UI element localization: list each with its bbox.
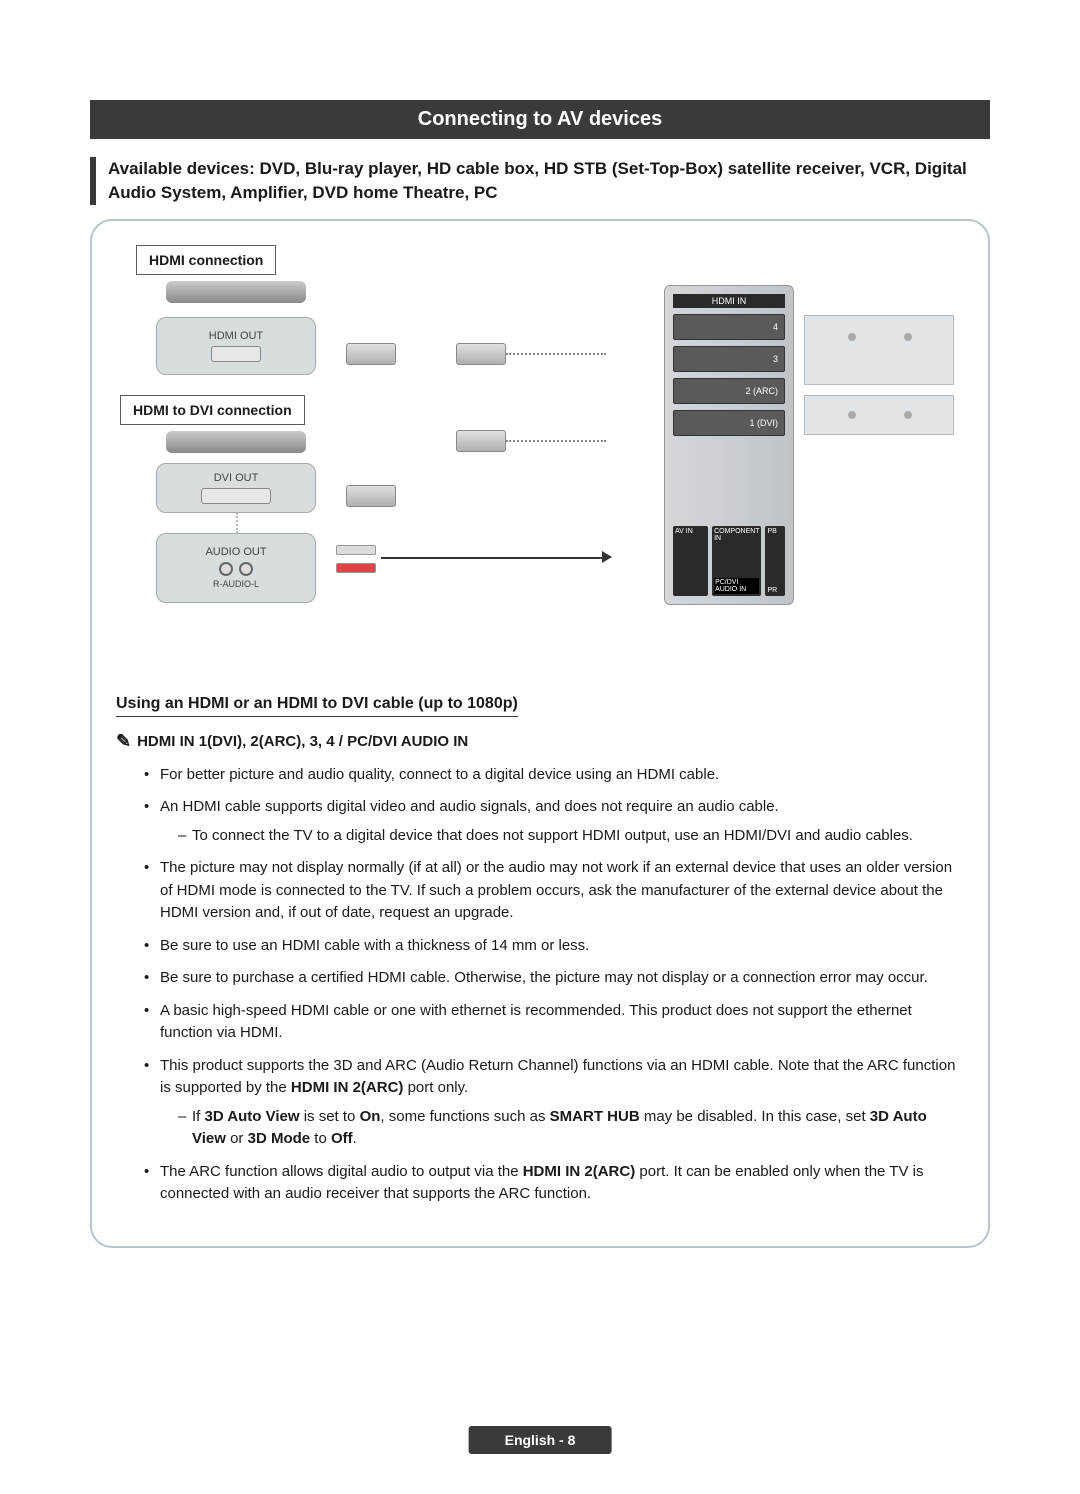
- hdmi-cable-dotted: [506, 353, 606, 355]
- component-in-label: COMPONENT IN: [714, 528, 759, 542]
- jack-l: [239, 562, 253, 576]
- dot-1: [848, 333, 856, 341]
- audio-out-device: AUDIO OUT R-AUDIO-L: [156, 533, 316, 603]
- plug-dvi-2: [456, 430, 506, 452]
- audio-out-label: AUDIO OUT: [205, 546, 266, 558]
- audio-arrow-head: [602, 551, 612, 563]
- dvi-cable-dotted: [506, 440, 606, 442]
- audio-plug-w: [336, 545, 376, 555]
- usage-title: Using an HDMI or an HDMI to DVI cable (u…: [116, 695, 518, 717]
- bullet-5: A basic high-speed HDMI cable or one wit…: [144, 1000, 964, 1045]
- bullet-6-text: This product supports the 3D and ARC (Au…: [160, 1057, 955, 1097]
- hdmi-out-label: HDMI OUT: [209, 330, 263, 342]
- tv-av-in: AV IN: [673, 526, 708, 596]
- audio-jacks: [219, 562, 253, 576]
- bullet-1-text: An HDMI cable supports digital video and…: [160, 798, 779, 815]
- dvi-out-device: DVI OUT: [156, 463, 316, 513]
- tv-port-1-dvi: 1 (DVI): [673, 410, 785, 436]
- hdmi-connection-label: HDMI connection: [136, 245, 276, 275]
- tv-back-panel: HDMI IN 4 3 2 (ARC) 1 (DVI) AV IN COMPON…: [664, 285, 794, 605]
- bullet-1-sub: To connect the TV to a digital device th…: [160, 825, 964, 848]
- dvi-cable-graphic: [166, 431, 306, 453]
- av-in-label: AV IN: [675, 528, 706, 535]
- bullet-6-sub: If 3D Auto View is set to On, some funct…: [160, 1106, 964, 1151]
- tv-bottom-ports: AV IN COMPONENT IN PC/DVI AUDIO IN PB PR: [673, 526, 785, 596]
- dvi-port-shape: [201, 488, 271, 504]
- tv-hdmi-in-label: HDMI IN: [673, 294, 785, 308]
- instructions-list: For better picture and audio quality, co…: [116, 764, 964, 1206]
- pcdvi-label: PC/DVI AUDIO IN: [714, 578, 759, 594]
- plug-dvi-1: [346, 485, 396, 507]
- hdmi-out-device: HDMI OUT: [156, 317, 316, 375]
- bullet-4: Be sure to purchase a certified HDMI cab…: [144, 967, 964, 990]
- dot-2: [904, 333, 912, 341]
- audio-rl-label: R-AUDIO-L: [213, 579, 259, 589]
- tv-port-2-arc: 2 (ARC): [673, 378, 785, 404]
- tv-port-3: 3: [673, 346, 785, 372]
- dot-3: [848, 411, 856, 419]
- bullet-6-sub-0: If 3D Auto View is set to On, some funct…: [178, 1106, 964, 1151]
- bullet-1: An HDMI cable supports digital video and…: [144, 796, 964, 847]
- bullet-3: Be sure to use an HDMI cable with a thic…: [144, 935, 964, 958]
- dot-4: [904, 411, 912, 419]
- bullet-0: For better picture and audio quality, co…: [144, 764, 964, 787]
- tv-pbpr: PB PR: [765, 526, 785, 596]
- pb-label: PB: [767, 528, 783, 535]
- jack-r: [219, 562, 233, 576]
- tv-port-4: 4: [673, 314, 785, 340]
- page-footer: English - 8: [469, 1426, 612, 1454]
- audio-cable-line: [381, 557, 606, 559]
- note-icon: ✎: [116, 731, 131, 752]
- pr-label: PR: [767, 587, 783, 594]
- available-devices-header: Available devices: DVD, Blu-ray player, …: [90, 157, 990, 205]
- tv-component-in: COMPONENT IN PC/DVI AUDIO IN: [712, 526, 761, 596]
- dotted-connector: [236, 513, 238, 533]
- connection-diagram: HDMI connection HDMI OUT HDMI to DVI con…: [116, 245, 964, 665]
- audio-plug-r: [336, 563, 376, 573]
- note-text: HDMI IN 1(DVI), 2(ARC), 3, 4 / PC/DVI AU…: [137, 733, 468, 750]
- plug-hdmi-2: [456, 343, 506, 365]
- tv-stand: [804, 315, 954, 445]
- plug-hdmi-1: [346, 343, 396, 365]
- hdmi-cable-graphic: [166, 281, 306, 303]
- hdmi-ports-note: ✎ HDMI IN 1(DVI), 2(ARC), 3, 4 / PC/DVI …: [116, 731, 964, 752]
- dvi-out-label: DVI OUT: [214, 472, 259, 484]
- hdmi-dvi-label: HDMI to DVI connection: [120, 395, 305, 425]
- diagram-container: HDMI connection HDMI OUT HDMI to DVI con…: [90, 219, 990, 1248]
- bullet-7: The ARC function allows digital audio to…: [144, 1161, 964, 1206]
- bullet-1-sub-0: To connect the TV to a digital device th…: [178, 825, 964, 848]
- hdmi-port-shape: [211, 346, 261, 362]
- bullet-6: This product supports the 3D and ARC (Au…: [144, 1055, 964, 1151]
- bullet-2: The picture may not display normally (if…: [144, 857, 964, 925]
- section-header: Connecting to AV devices: [90, 100, 990, 139]
